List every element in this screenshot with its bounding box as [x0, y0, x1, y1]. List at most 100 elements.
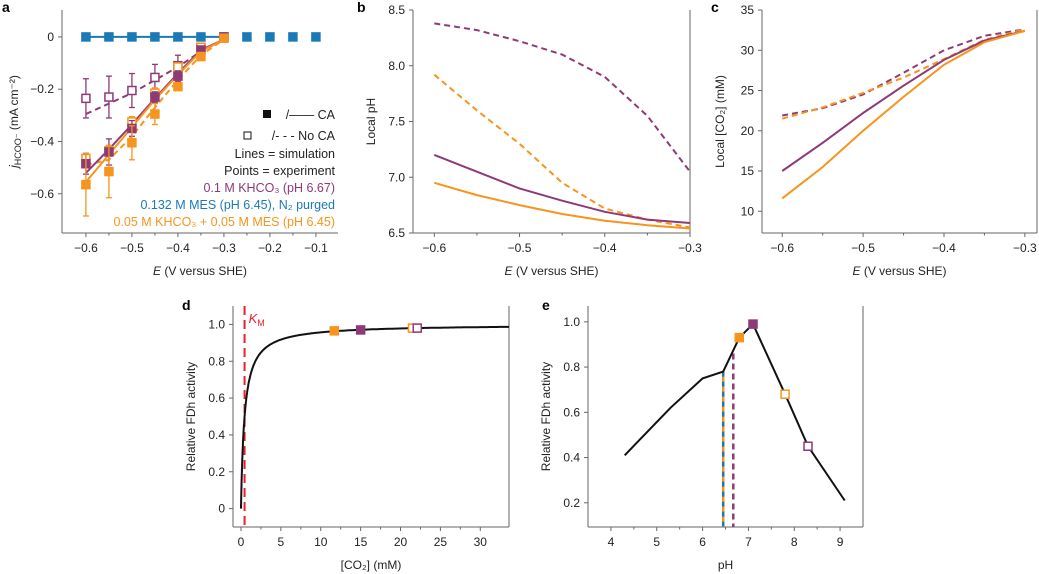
y-tick-label: 6.5	[388, 226, 405, 240]
panel-d: d 0 5 10 15 20 25 30 0 0.2 0.4 0.6 0.8 1.0 [CO₂] (mM) R…	[182, 297, 510, 572]
legend-item-orange: 0.05 M KHCO₃ + 0.05 M MES (pH 6.45)	[114, 215, 336, 229]
plot-marks	[81, 32, 321, 217]
y-axis-label: Relative FDh activity	[539, 362, 553, 471]
x-tick-label: 20	[394, 535, 408, 549]
km-label-k: K	[249, 311, 259, 326]
x-tick-label: −0.6	[422, 241, 446, 255]
y-label-text: Local [CO₂] (mM)	[713, 75, 727, 168]
x-tick-label: −0.4	[166, 241, 190, 255]
x-axis-label-var: E	[153, 264, 162, 278]
y-tick-label: 20	[741, 124, 755, 138]
panel-e: e 4 5 6 7 8 9 0.2 0.4 0.6 0.8 1.0 pH Relative FDh act…	[539, 297, 864, 572]
x-tick-label: 10	[314, 535, 328, 549]
km-label-sub: M	[257, 318, 265, 328]
y-axis-label: jHCOO⁻ (mA cm⁻²)	[7, 75, 23, 170]
solid-black-line	[623, 322, 846, 502]
y-tick-label: 7.5	[388, 115, 405, 129]
y-label-text: Local pH	[364, 98, 378, 145]
x-axis-label-text: [CO₂] (mM)	[341, 558, 402, 572]
x-tick-label: 0	[238, 535, 245, 549]
km-label: KM	[249, 311, 265, 328]
y-tick-label: 0.4	[563, 451, 580, 465]
filled-purple-point	[150, 92, 160, 102]
plot-marks	[433, 22, 690, 230]
x-tick-label: −0.5	[508, 241, 532, 255]
y-axis-label: Local [CO₂] (mM)	[713, 75, 727, 168]
x-tick-label: −0.5	[120, 241, 144, 255]
y-tick-label: 0.2	[563, 496, 580, 510]
open-purple-point	[127, 85, 137, 96]
x-axis-label-var: E	[852, 264, 861, 278]
legend: /—— CA /- - - No CA Lines = simulation Poin…	[114, 108, 336, 229]
solid-purple-line	[433, 153, 690, 224]
legend-open-marker	[243, 131, 252, 140]
panel-letter: b	[357, 0, 366, 15]
filled-blue-point	[81, 32, 91, 42]
legend-item-blue: 0.132 M MES (pH 6.45), N₂ purged	[140, 198, 335, 212]
plot-marks	[781, 28, 1026, 200]
y-tick-label: 7.0	[388, 170, 405, 184]
filled-blue-point	[288, 32, 298, 42]
y-tick-label: −0.2	[30, 82, 54, 96]
filled-orange-point	[173, 81, 183, 92]
y-tick-label: 0.8	[208, 354, 225, 368]
x-tick-label: −0.4	[593, 241, 617, 255]
panel-b: b −0.6 −0.5 −0.4 −0.3 6.5 7.0 7.5 8.0 8.5 E (V ver…	[357, 0, 702, 278]
x-tick-label: 15	[354, 535, 368, 549]
x-tick-label: −0.6	[74, 241, 98, 255]
legend-ca: /—— CA	[286, 108, 336, 122]
y-axis-label: Relative FDh activity	[184, 362, 198, 471]
y-tick-label: 0.2	[208, 465, 225, 479]
filled-blue-point	[265, 32, 275, 42]
panel-letter: a	[2, 0, 10, 15]
y-tick-label: 8.5	[388, 3, 405, 17]
filled-orange-point	[104, 166, 114, 177]
x-tick-label: 4	[608, 535, 615, 549]
x-tick-label: 30	[474, 535, 488, 549]
y-tick-label: −0.6	[30, 187, 54, 201]
y-tick-label: 1.0	[208, 317, 225, 331]
x-axis-label: E (V versus SHE)	[153, 264, 247, 278]
dashed-purple-line	[434, 22, 690, 173]
dashed-orange-line	[433, 73, 690, 229]
panel-letter: c	[711, 0, 719, 15]
x-tick-label: 5	[653, 535, 660, 549]
filled-orange-point	[150, 109, 160, 119]
y-tick-label: 8.0	[388, 59, 405, 73]
plot-marks	[623, 319, 846, 527]
filled-purple-point	[748, 319, 758, 329]
x-tick-label: 5	[278, 535, 285, 549]
y-label-text: Relative FDh activity	[539, 362, 553, 471]
y-tick-label: 25	[741, 84, 755, 98]
filled-orange-point	[127, 138, 137, 148]
x-axis-label: pH	[718, 558, 733, 572]
filled-purple-point	[355, 325, 366, 335]
y-tick-label: 0.4	[208, 428, 225, 442]
dashed-purple-line	[782, 28, 1026, 117]
open-purple-point	[803, 441, 813, 451]
x-axis-label: E (V versus SHE)	[504, 264, 598, 278]
filled-orange-point	[734, 332, 744, 343]
open-purple-point	[150, 72, 160, 83]
y-tick-label: 35	[741, 3, 755, 17]
x-axis-label-var: E	[504, 264, 513, 278]
solid-orange-line	[781, 29, 1026, 200]
y-tick-label: 0	[47, 30, 54, 44]
x-tick-label: −0.3	[212, 241, 236, 255]
y-tick-label: 0.6	[563, 405, 580, 419]
x-tick-label: −0.5	[851, 241, 875, 255]
open-purple-point	[412, 323, 423, 333]
filled-blue-point	[242, 32, 252, 42]
mm-curve	[240, 325, 509, 509]
filled-blue-point	[173, 32, 183, 42]
open-orange-point	[780, 389, 790, 399]
x-tick-label: −0.3	[678, 241, 702, 255]
filled-blue-point	[104, 32, 114, 42]
solid-purple-line	[781, 29, 1026, 172]
x-axis-label: E (V versus SHE)	[852, 264, 946, 278]
open-orange-point	[173, 62, 183, 72]
x-axis-label-text: pH	[718, 558, 733, 572]
open-purple-point	[104, 92, 114, 102]
y-tick-label: 0.8	[563, 360, 580, 374]
